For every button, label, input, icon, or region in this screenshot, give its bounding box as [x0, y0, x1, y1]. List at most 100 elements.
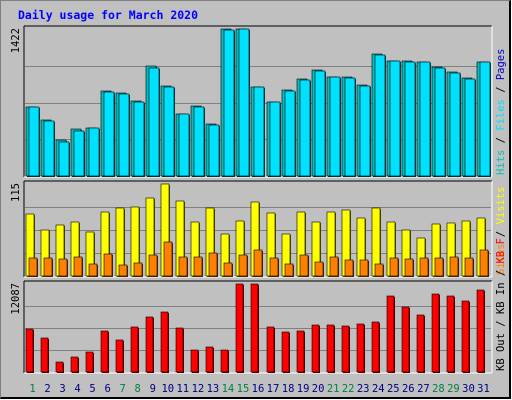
bar-kb-f: [356, 323, 365, 373]
bar-files: [133, 101, 145, 177]
bar-files: [404, 61, 416, 177]
bar-kb-f: [70, 356, 79, 373]
bar-sites: [449, 256, 459, 277]
day-label: 7: [120, 383, 126, 395]
day-label: 22: [342, 383, 355, 395]
bar-files: [58, 141, 70, 177]
bar-sites: [434, 257, 444, 277]
bar-kb-f: [386, 295, 395, 373]
bar-sites: [344, 259, 354, 277]
bar-sites: [163, 241, 173, 277]
bar-sites: [208, 252, 218, 277]
legend-item: KB Out: [495, 333, 507, 371]
day-label: 26: [402, 383, 415, 395]
bar-files: [314, 70, 326, 177]
bar-kb-f: [130, 326, 139, 373]
legend-item: /: [495, 314, 507, 333]
bar-sites: [404, 258, 414, 277]
bar-kb-f: [145, 316, 154, 373]
bar-sites: [73, 256, 83, 277]
bar-sites: [118, 264, 128, 277]
bar-files: [103, 91, 115, 177]
bar-kb-f: [235, 283, 244, 373]
day-label: 8: [135, 383, 141, 395]
chart-title: Daily usage for March 2020: [18, 8, 198, 22]
bar-files: [359, 85, 371, 177]
bar-files: [163, 86, 175, 177]
bar-files: [344, 77, 356, 177]
bar-sites: [359, 259, 369, 277]
bar-kb-f: [40, 337, 49, 373]
bar-kb-f: [476, 289, 485, 373]
bar-files: [208, 124, 220, 177]
panel-requests: 1422 Hits / Files / Pages: [10, 25, 507, 178]
day-label: 10: [161, 383, 174, 395]
bar-files: [253, 86, 265, 177]
bar-files: [479, 61, 491, 177]
bar-sites: [88, 263, 98, 277]
bar-files: [88, 127, 100, 177]
bar-kb-f: [205, 346, 214, 373]
bar-sites: [28, 257, 38, 277]
legend-item: KB In: [495, 282, 507, 314]
bar-sites: [238, 254, 248, 277]
legend-item: Pages: [495, 49, 507, 81]
bar-kb-f: [401, 306, 410, 373]
bar-sites: [314, 261, 324, 277]
max-label-requests: 1422: [10, 28, 22, 53]
day-label: 20: [312, 383, 325, 395]
bar-files: [193, 106, 205, 177]
bar-kb-f: [160, 311, 169, 373]
day-label: 18: [282, 383, 295, 395]
bar-sites: [148, 254, 158, 277]
day-label: 30: [462, 383, 475, 395]
bar-kb-f: [341, 325, 350, 373]
bar-kb-f: [446, 295, 455, 373]
bar-kb-f: [311, 324, 320, 373]
bar-kb-f: [416, 314, 425, 373]
day-label: 16: [252, 383, 265, 395]
bar-kb-f: [326, 324, 335, 373]
legend-item: Files: [495, 99, 507, 131]
series-legend-kbytes: KB Out / KB In / KB F: [495, 238, 507, 371]
bar-kb-f: [296, 330, 305, 373]
legend-item: /: [495, 224, 507, 243]
bar-sites: [464, 257, 474, 277]
panel-kbytes: 12087 KB Out / KB In / KB F: [10, 238, 507, 374]
bar-kb-f: [266, 326, 275, 373]
bar-kb-f: [85, 351, 94, 373]
bar-files: [299, 79, 311, 177]
day-label: 11: [176, 383, 189, 395]
bar-files: [238, 28, 250, 177]
bar-kb-f: [220, 349, 229, 373]
bar-files: [43, 120, 55, 177]
bar-files: [419, 61, 431, 177]
bar-files: [178, 113, 190, 177]
day-label: 6: [105, 383, 111, 395]
day-label: 27: [417, 383, 430, 395]
panel-visits: 115 Sites / Visits: [10, 180, 507, 278]
day-label: 5: [89, 383, 95, 395]
bar-kb-f: [55, 361, 64, 373]
day-label: 17: [267, 383, 280, 395]
bar-files: [284, 90, 296, 177]
legend-item: /: [495, 131, 507, 150]
series-legend-visits: Sites / Visits: [495, 186, 507, 275]
bar-sites: [299, 254, 309, 277]
day-label: 29: [447, 383, 460, 395]
bar-sites: [58, 258, 68, 277]
day-label: 13: [207, 383, 220, 395]
bar-kb-f: [190, 349, 199, 373]
day-label: 25: [387, 383, 400, 395]
day-label: 24: [372, 383, 385, 395]
day-label: 2: [44, 383, 50, 395]
day-label: 12: [192, 383, 205, 395]
bar-sites: [133, 262, 143, 277]
day-label: 21: [327, 383, 340, 395]
bar-sites: [389, 257, 399, 277]
bar-files: [389, 60, 401, 177]
bar-sites: [284, 263, 294, 277]
bar-sites: [419, 257, 429, 277]
bar-kb-f: [461, 300, 470, 373]
max-label-visits: 115: [10, 183, 22, 202]
